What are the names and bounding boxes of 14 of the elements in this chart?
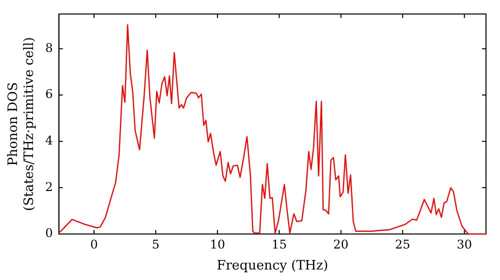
x-tick-label: 25 (395, 237, 410, 252)
x-tick-label: 5 (152, 237, 160, 252)
y-tick-label: 0 (45, 226, 53, 240)
y-axis-title: Phonon DOS (States/THz·primitive cell) (6, 36, 37, 212)
y-tick-label: 6 (45, 87, 53, 102)
y-tick-label: 4 (45, 133, 54, 148)
y-tick-label: 8 (45, 40, 53, 55)
x-tick-label: 20 (333, 237, 349, 252)
x-tick-label: 15 (272, 237, 287, 252)
x-tick-label: 10 (210, 237, 226, 252)
y-tick-label: 2 (45, 180, 53, 194)
x-tick-label: 0 (90, 237, 98, 252)
x-axis-title: Frequency (THz) (216, 258, 328, 274)
x-tick-label: 30 (456, 237, 472, 252)
